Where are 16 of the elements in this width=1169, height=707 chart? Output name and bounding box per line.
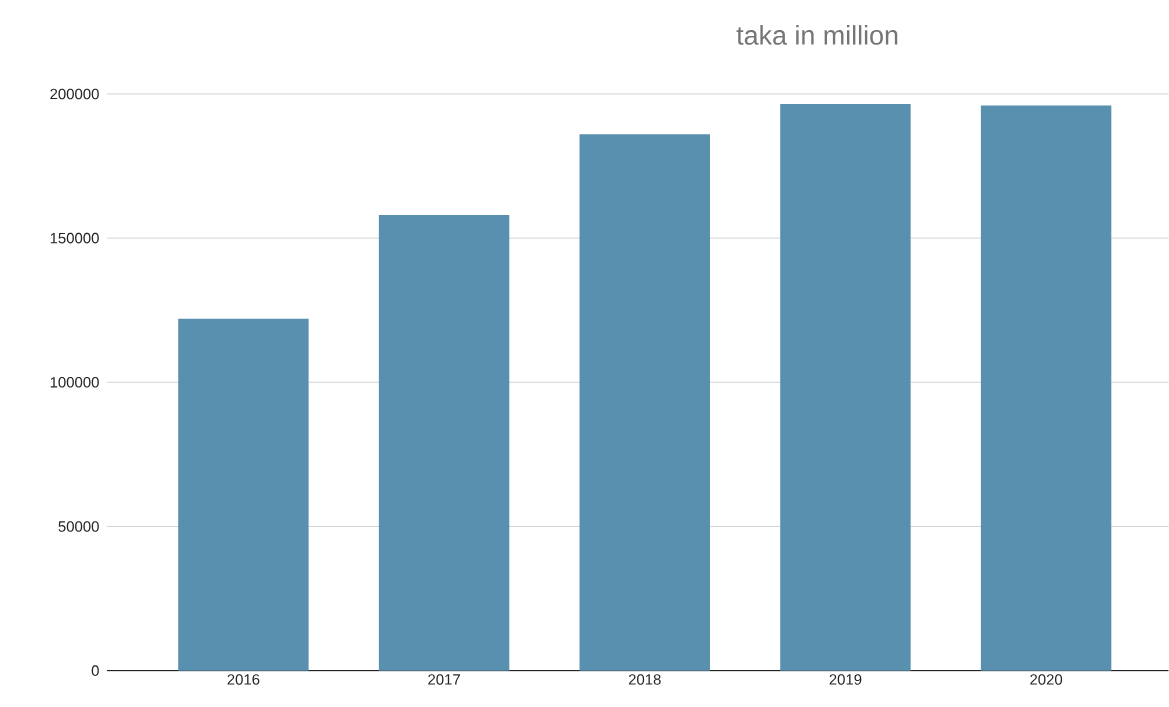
x-tick-label: 2020 bbox=[1030, 674, 1063, 685]
chart-title: taka in million bbox=[736, 25, 898, 46]
bar bbox=[780, 104, 911, 671]
bar bbox=[378, 215, 510, 671]
bar bbox=[980, 105, 1112, 671]
bar bbox=[178, 319, 309, 671]
y-tick-label: 150000 bbox=[50, 233, 99, 244]
x-tick-label: 2016 bbox=[227, 674, 260, 685]
y-tick-label: 50000 bbox=[58, 521, 99, 532]
bar bbox=[579, 134, 710, 671]
y-tick-label: 100000 bbox=[50, 377, 99, 388]
x-tick-label: 2017 bbox=[428, 674, 460, 685]
y-tick-label: 200000 bbox=[50, 88, 99, 100]
y-tick-label: 0 bbox=[91, 665, 99, 677]
x-tick-label: 2019 bbox=[829, 674, 862, 685]
x-tick-label: 2018 bbox=[628, 674, 661, 685]
